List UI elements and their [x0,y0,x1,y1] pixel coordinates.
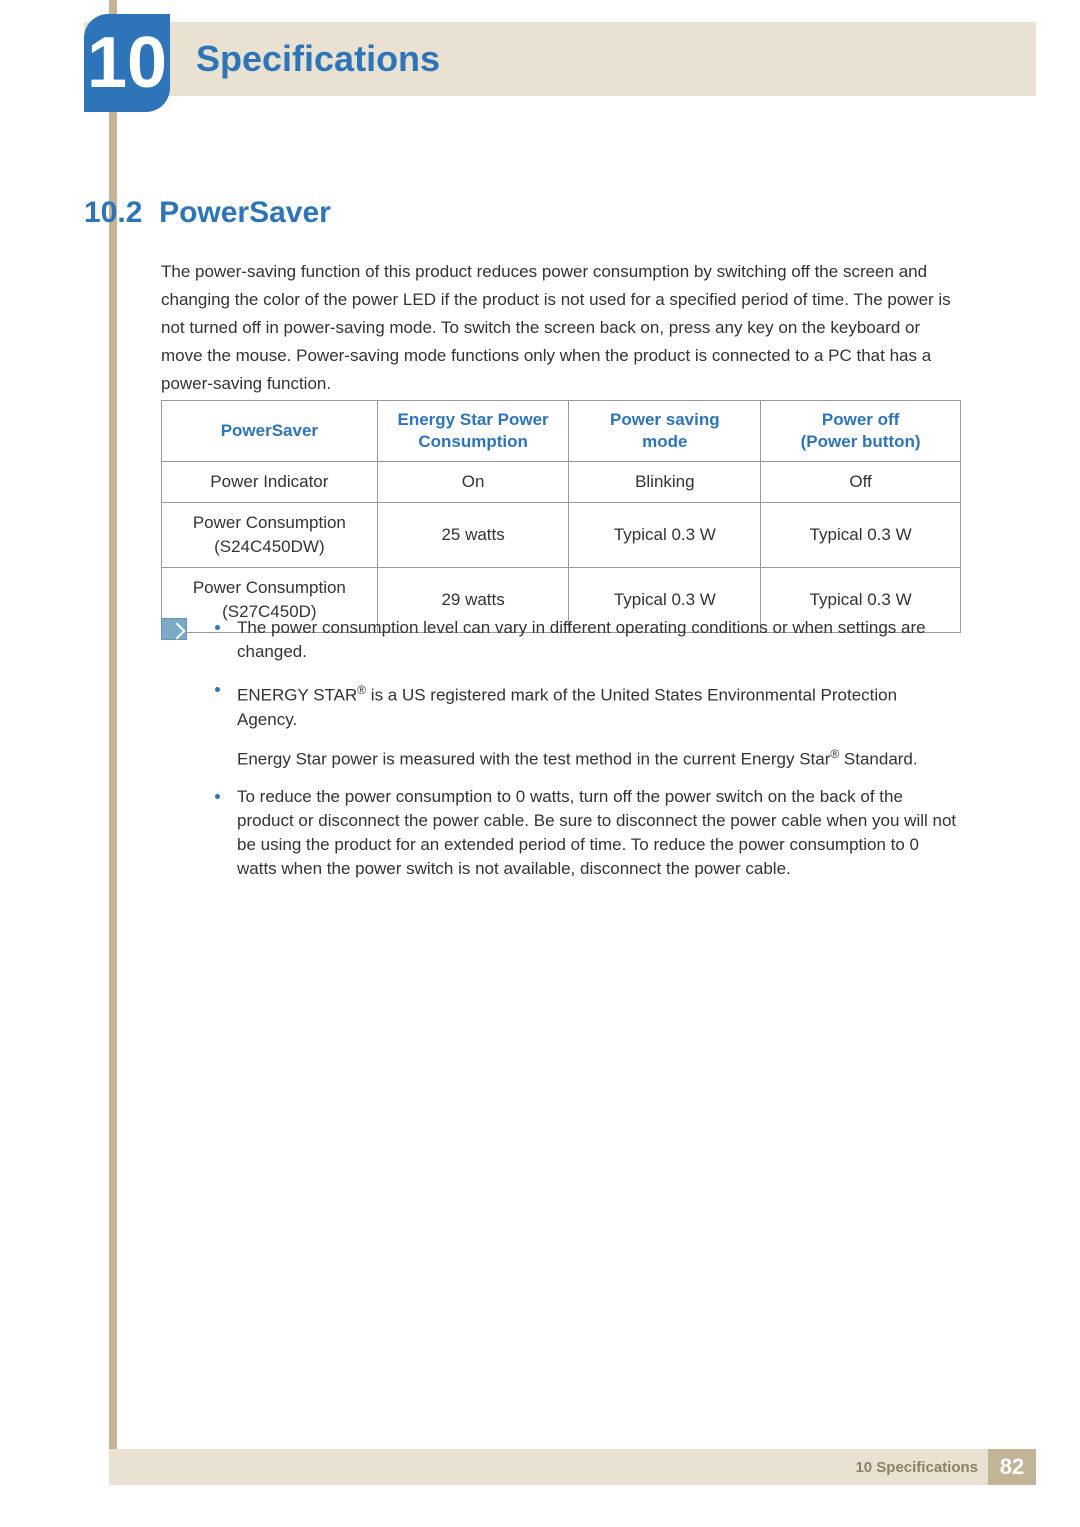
intro-paragraph: The power-saving function of this produc… [161,258,961,398]
chapter-number-badge: 10 [84,14,170,112]
table-header: Power off(Power button) [761,401,961,462]
table-cell: Typical 0.3 W [761,503,961,568]
table-cell: On [377,462,569,503]
table-cell: Power Consumption(S24C450DW) [162,503,378,568]
table-row: Power Consumption(S24C450DW)25 wattsTypi… [162,503,961,568]
section-number: 10.2 [84,196,142,229]
note-list: The power consumption level can vary in … [215,616,961,881]
table-header: PowerSaver [162,401,378,462]
table-cell: Blinking [569,462,761,503]
table-header: Energy Star PowerConsumption [377,401,569,462]
footer-text: 10 Specifications [855,1459,978,1476]
note-item: ENERGY STAR® is a US registered mark of … [215,678,961,771]
note-icon [161,618,187,640]
table-cell: Typical 0.3 W [569,503,761,568]
powersaver-table: PowerSaverEnergy Star PowerConsumptionPo… [161,400,961,633]
note-block: The power consumption level can vary in … [161,616,961,895]
table: PowerSaverEnergy Star PowerConsumptionPo… [161,400,961,633]
table-row: Power IndicatorOnBlinkingOff [162,462,961,503]
note-item: The power consumption level can vary in … [215,616,961,664]
chapter-title: Specifications [196,38,440,80]
section-heading: 10.2 PowerSaver [84,196,331,230]
note-item: To reduce the power consumption to 0 wat… [215,785,961,881]
footer-page-number: 82 [988,1449,1036,1485]
table-cell: 25 watts [377,503,569,568]
table-cell: Power Indicator [162,462,378,503]
footer-bar: 10 Specifications 82 [109,1449,1036,1485]
table-cell: Off [761,462,961,503]
section-title: PowerSaver [159,196,331,229]
table-header: Power savingmode [569,401,761,462]
